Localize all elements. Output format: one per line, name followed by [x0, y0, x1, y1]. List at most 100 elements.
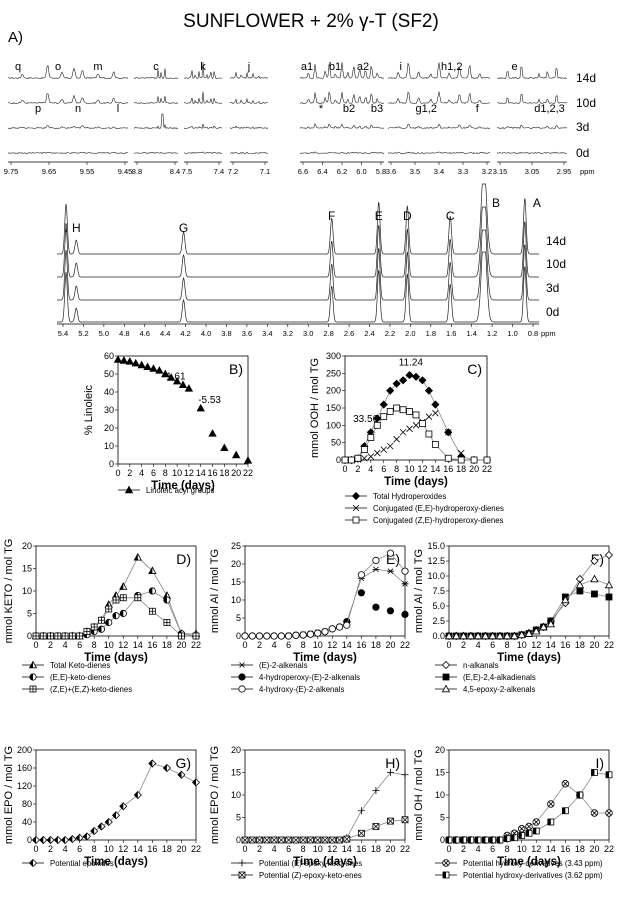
x-tick-label: 20 [589, 844, 599, 854]
peak-label: q [15, 61, 21, 73]
data-point [232, 450, 241, 459]
legend-label: Total Hydroperoxides [373, 492, 446, 501]
data-point-half [576, 792, 580, 798]
y-tick-label: 160 [17, 763, 32, 773]
x-tick-label: 18 [456, 464, 466, 474]
ppm-tick-label: 1.8 [426, 329, 436, 338]
panel-label: H) [385, 755, 400, 771]
data-point-cross [76, 633, 83, 639]
x-tick-label: 4 [63, 844, 68, 854]
fit-curve [245, 772, 406, 841]
x-tick-label: 0 [446, 640, 451, 650]
fit-curve [245, 568, 406, 637]
day-label: 3d [546, 281, 559, 295]
x-tick-label: 4 [368, 464, 373, 474]
y-tick-label: 40 [104, 387, 114, 397]
legend-label: 4-hydroperoxy-(E)-2-alkenals [259, 673, 360, 682]
x-tick-label: 2 [257, 844, 262, 854]
x-tick-label: 0 [115, 468, 120, 478]
ppm-tick-label: 0.8 [528, 329, 538, 338]
y-tick-label: 20 [104, 423, 114, 433]
data-point [546, 619, 555, 628]
x-tick-label: 14 [196, 468, 206, 478]
data-point-half [453, 837, 457, 843]
y-tick-label: 100 [326, 420, 341, 430]
data-point [372, 556, 380, 565]
data-point-cross [443, 860, 449, 866]
y-tick-label: 25 [231, 541, 241, 551]
y-tick-label: 120 [17, 781, 32, 791]
x-tick-label: 0 [446, 844, 451, 854]
peak-label: e [511, 61, 517, 73]
day-label: 14d [576, 71, 596, 85]
panel-label-bg [375, 754, 401, 772]
data-point [341, 456, 349, 464]
data-point [348, 456, 355, 464]
data-point [238, 685, 246, 693]
y-tick-label: 20 [435, 745, 445, 755]
x-tick-label: 8 [163, 468, 168, 478]
ppm-tick-label: 3.6 [386, 167, 396, 176]
x-tick-label: 2 [48, 844, 53, 854]
day-label: 0d [546, 305, 559, 319]
y-tick-label: 5 [236, 813, 241, 823]
data-point [425, 413, 433, 420]
data-point [285, 632, 293, 640]
y-axis-title: mmol KETO / mol TG [3, 539, 15, 644]
data-point [466, 631, 475, 640]
data-point [495, 631, 505, 640]
spectrum-trace [133, 151, 179, 154]
ppm-tick-label: 3.4 [434, 167, 444, 176]
data-point [444, 454, 452, 462]
data-point [292, 631, 300, 639]
ppm-tick-label: 2.0 [405, 329, 415, 338]
data-point [367, 434, 375, 441]
data-point-cross [163, 619, 170, 626]
data-point [373, 414, 382, 423]
spectrum-trace [7, 93, 129, 104]
x-tick-label: 2 [127, 468, 132, 478]
x-tick-label: 16 [560, 640, 570, 650]
data-point [172, 376, 182, 385]
data-point [373, 449, 381, 457]
y-tick-label: 12.5 [427, 556, 445, 566]
x-tick-label: 18 [371, 844, 381, 854]
data-point-half [475, 837, 479, 843]
y-tick-label: 10.0 [427, 571, 445, 581]
x-tick-label: 6 [77, 844, 82, 854]
ppm-tick-label: 9.55 [80, 167, 95, 176]
data-point [386, 568, 394, 574]
data-point-cross [47, 633, 54, 639]
x-tick-label: 2 [461, 844, 466, 854]
data-point-half [148, 567, 153, 574]
data-point [373, 421, 381, 429]
x-tick-label: 16 [147, 844, 157, 854]
data-point-cross [263, 836, 271, 844]
peak-label: b2 [343, 103, 355, 115]
data-point-half [112, 612, 116, 619]
peak-label: j [247, 61, 250, 73]
data-point [238, 662, 246, 668]
data-point [143, 362, 152, 371]
data-point [575, 580, 585, 589]
data-point-half [112, 811, 116, 819]
data-point [352, 504, 360, 512]
data-point-half [39, 836, 44, 844]
peak-label: A [533, 196, 541, 210]
data-point [561, 595, 570, 604]
data-point [503, 631, 512, 640]
data-point-half [489, 837, 493, 843]
data-point-half [83, 832, 87, 840]
x-tick-label: 4 [476, 844, 481, 854]
ppm-tick-label: 5.8 [376, 167, 386, 176]
data-point [124, 485, 134, 494]
x-axis-title: Time (days) [384, 476, 448, 488]
ppm-tick-label: 3.0 [303, 329, 313, 338]
data-point [441, 660, 451, 670]
x-tick-label: 10 [405, 464, 415, 474]
x-tick-label: 12 [327, 640, 337, 650]
data-point-half [134, 553, 138, 561]
data-point-cross [336, 836, 343, 844]
